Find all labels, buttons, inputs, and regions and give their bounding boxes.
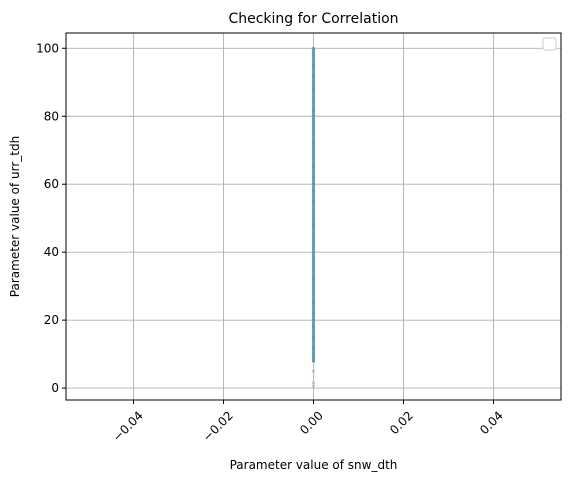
scatter-point <box>311 209 316 214</box>
y-tick-label: 100 <box>36 41 59 55</box>
y-axis-ticks: 0 20 40 60 80 100 <box>36 41 66 395</box>
scatter-point <box>311 155 316 159</box>
scatter-point <box>311 318 316 322</box>
scatter-point <box>311 121 316 125</box>
scatter-point <box>311 131 316 135</box>
scatter-point <box>311 301 316 305</box>
scatter-point <box>311 63 316 67</box>
y-tick-label: 20 <box>44 313 59 327</box>
scatter-point <box>311 352 316 356</box>
y-axis-label: Parameter value of urr_tdh <box>8 136 22 297</box>
scatter-point <box>311 250 316 254</box>
scatter-point <box>311 277 316 281</box>
scatter-point <box>311 291 316 295</box>
scatter-point <box>311 216 316 220</box>
scatter-point <box>311 141 316 146</box>
chart-title: Checking for Correlation <box>228 11 398 27</box>
scatter-point <box>311 97 316 101</box>
y-tick-label: 40 <box>44 245 59 259</box>
scatter-point <box>311 267 316 271</box>
scatter-point <box>311 369 316 373</box>
scatter-point <box>311 381 316 385</box>
scatter-point <box>311 87 316 91</box>
y-tick-label: 0 <box>51 381 59 395</box>
data-points <box>311 46 316 389</box>
scatter-point <box>311 284 316 288</box>
scatter-point <box>311 73 316 78</box>
scatter-point <box>311 48 316 52</box>
scatter-point <box>311 199 316 203</box>
scatter-point <box>311 325 316 329</box>
scatter-point <box>311 243 316 247</box>
scatter-point <box>311 384 316 389</box>
scatter-point <box>311 107 316 112</box>
y-tick-label: 80 <box>44 109 59 123</box>
scatter-point <box>311 223 316 227</box>
scatter-point <box>311 114 316 118</box>
scatter-point <box>311 165 316 169</box>
legend <box>542 37 557 51</box>
scatter-point <box>311 345 316 349</box>
scatter-point <box>311 175 316 180</box>
scatter-point <box>311 359 316 363</box>
y-tick-label: 60 <box>44 177 59 191</box>
scatter-point <box>311 335 316 339</box>
scatter-point <box>311 53 316 57</box>
scatter-point <box>311 257 316 261</box>
scatter-point <box>311 233 316 237</box>
scatter-point <box>311 189 316 193</box>
scatter-point <box>311 311 316 315</box>
scatter-point <box>311 148 316 152</box>
scatter-point <box>311 80 316 84</box>
x-axis-label: Parameter value of snw_dth <box>230 458 398 472</box>
scatter-point <box>311 182 316 186</box>
